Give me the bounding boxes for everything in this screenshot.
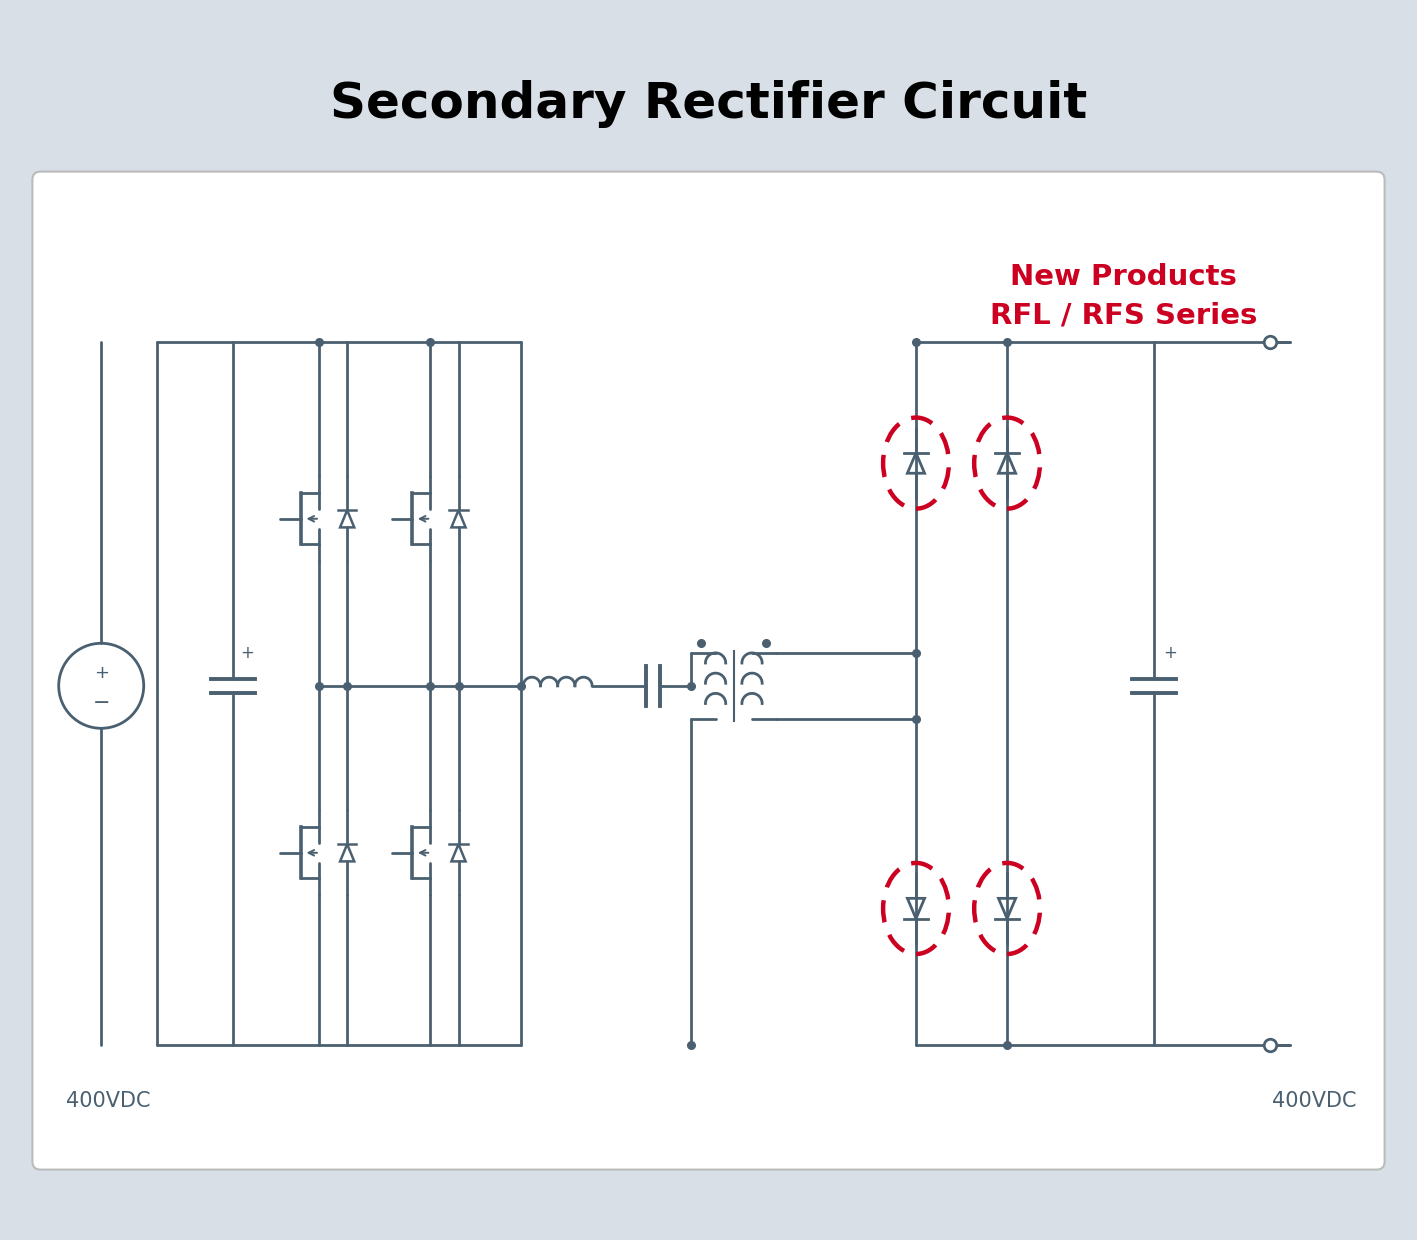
Text: 400VDC: 400VDC [1272,1091,1356,1111]
Text: +: + [94,663,109,682]
Text: +: + [239,645,254,662]
Text: −: − [92,693,111,713]
FancyBboxPatch shape [33,171,1384,1169]
Text: Secondary Rectifier Circuit: Secondary Rectifier Circuit [330,79,1087,128]
Text: +: + [1163,645,1178,662]
Text: 400VDC: 400VDC [65,1091,150,1111]
Text: New Products
RFL / RFS Series: New Products RFL / RFS Series [990,263,1257,330]
